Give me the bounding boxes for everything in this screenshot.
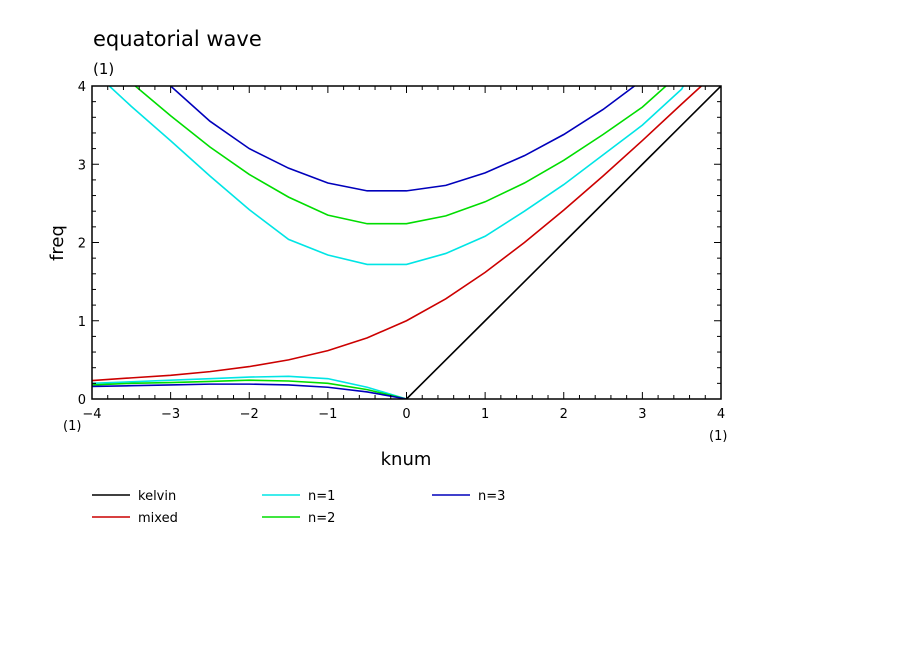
x-tick-label: 3 <box>638 407 646 422</box>
x-tick-label: 4 <box>717 407 725 422</box>
legend-item-kelvin: kelvin <box>92 489 176 504</box>
plot-lines <box>92 86 721 399</box>
chart-subtitle: (1) <box>93 60 114 78</box>
legend-item-n-1: n=1 <box>262 489 335 504</box>
series-line-kelvin <box>405 86 721 399</box>
x-tick-label: 0 <box>402 407 410 422</box>
y-tick-label: 2 <box>78 237 86 252</box>
x-axis-label: knum <box>381 449 432 470</box>
legend: kelvin mixed n=1 n=2 n=3 <box>92 489 505 526</box>
y-tick-label: 3 <box>78 158 86 173</box>
y-tick-label: 0 <box>78 393 86 408</box>
x-unit-right: (1) <box>709 429 727 444</box>
series-line-n-1-lower <box>92 375 407 399</box>
y-tick-labels: 0 1 2 3 4 <box>78 80 86 408</box>
chart-title: equatorial wave <box>93 27 262 51</box>
x-unit-left: (1) <box>63 419 81 434</box>
y-tick-label: 1 <box>78 315 86 330</box>
legend-label: mixed <box>138 511 178 526</box>
series-line-mixed <box>92 86 702 382</box>
legend-label: kelvin <box>138 489 176 504</box>
x-tick-label: −4 <box>82 407 101 422</box>
y-tick-label: 4 <box>78 80 86 95</box>
legend-label: n=2 <box>308 511 335 526</box>
legend-item-n-3: n=3 <box>432 489 505 504</box>
legend-item-n-2: n=2 <box>262 511 335 526</box>
series-line-n-3-lower <box>92 383 407 399</box>
legend-label: n=1 <box>308 489 335 504</box>
axis-ticks <box>91 85 722 400</box>
plot-frame <box>91 85 722 400</box>
legend-label: n=3 <box>478 489 505 504</box>
x-tick-label: 2 <box>560 407 568 422</box>
x-tick-label: −2 <box>240 407 259 422</box>
series-line-n-3 <box>170 86 635 192</box>
x-tick-label: −1 <box>318 407 337 422</box>
series-line-n-2 <box>134 86 667 225</box>
y-axis-label: freq <box>47 225 68 261</box>
legend-item-mixed: mixed <box>92 511 178 526</box>
x-tick-label: −3 <box>161 407 180 422</box>
x-tick-label: 1 <box>481 407 489 422</box>
series-line-n-2-lower <box>92 379 407 399</box>
series-line-n-1 <box>108 86 684 266</box>
x-tick-labels: −4 −3 −2 −1 0 1 2 3 4 <box>82 407 725 422</box>
